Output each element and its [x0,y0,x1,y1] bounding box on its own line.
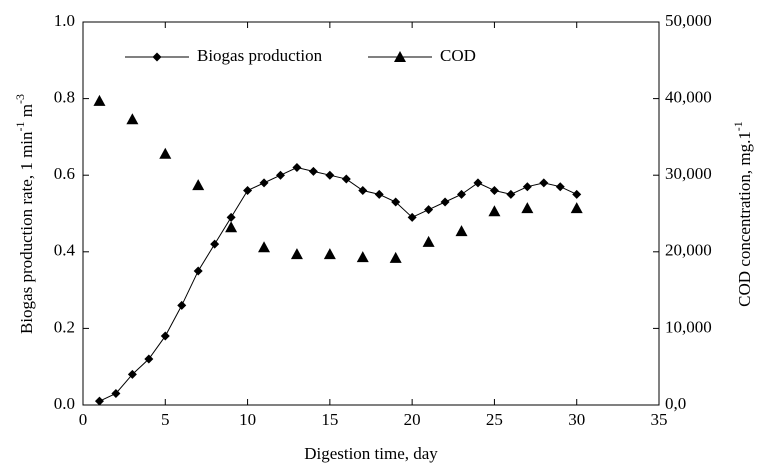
diamond-marker [259,178,269,188]
triangle-marker [488,205,501,217]
diamond-marker [292,163,302,173]
y2-tick-label: 10,000 [665,317,712,336]
triangle-marker [422,235,435,247]
triangle-marker [389,251,402,263]
x-tick-label: 15 [321,410,338,429]
triangle-marker [93,94,106,106]
diamond-marker [160,331,170,341]
x-tick-label: 25 [486,410,503,429]
x-tick-label: 30 [568,410,585,429]
y-tick-label: 0.2 [54,317,75,336]
diamond-marker [243,186,253,196]
diamond-marker [177,300,187,310]
y-label-sup: -3 [13,94,27,104]
triangle-marker [159,147,172,159]
y-label-part: m [17,104,36,121]
diamond-marker [506,189,516,199]
diamond-marker [572,189,582,199]
diamond-marker [440,197,450,207]
diamond-marker [111,389,121,399]
triangle-marker [126,113,139,125]
diamond-marker [226,212,236,222]
y-tick-label: 0.0 [54,394,75,413]
diamond-marker [407,212,417,222]
x-tick-label: 20 [404,410,421,429]
legend-marker [152,52,162,62]
diamond-marker [358,186,368,196]
y2-tick-label: 50,000 [665,11,712,30]
y-label-sup: -1 [13,121,27,131]
triangle-marker [192,179,205,191]
triangle-marker [521,202,534,214]
triangle-marker [258,241,271,253]
y-tick-label: 0.6 [54,164,75,183]
diamond-marker [457,189,467,199]
diamond-marker [473,178,483,188]
y2-label-sup: -1 [731,121,745,131]
x-tick-label: 0 [79,410,88,429]
legend-label: COD [440,46,476,65]
plot-frame [82,21,660,406]
triangle-marker [570,202,583,214]
diamond-marker [489,186,499,196]
diamond-marker [374,189,384,199]
y-tick-label: 1.0 [54,11,75,30]
diamond-marker [539,178,549,188]
triangle-marker [455,225,468,237]
y2-tick-label: 20,000 [665,241,712,260]
y2-tick-label: 40,000 [665,88,712,107]
diamond-marker [391,197,401,207]
diamond-marker [555,182,565,192]
triangle-marker [290,248,303,260]
diamond-marker [424,205,434,215]
x-tick-label: 10 [239,410,256,429]
series-line [99,167,577,402]
diamond-marker [522,182,532,192]
y2-tick-label: 0,0 [665,394,686,413]
triangle-marker [225,221,238,233]
diamond-marker [210,239,220,249]
y2-axis-label: COD concentration, mg.1-1 [731,121,754,307]
diamond-marker [325,170,335,180]
legend-marker [394,51,406,62]
triangle-marker [356,251,369,263]
y-tick-label: 0.8 [54,88,75,107]
x-tick-label: 35 [651,410,668,429]
y2-tick-label: 30,000 [665,164,712,183]
diamond-marker [127,369,137,379]
diamond-marker [144,354,154,364]
diamond-marker [94,396,104,406]
diamond-marker [341,174,351,184]
x-tick-label: 5 [161,410,170,429]
y-axis-label: Biogas production rate, 1 min-1 m-3 [13,94,36,334]
y-label-part: Biogas production rate, 1 min [17,131,36,334]
diamond-marker [308,166,318,176]
diamond-marker [193,266,203,276]
y2-label-part: COD concentration, mg.1 [735,131,754,307]
legend-label: Biogas production [197,46,323,65]
y-tick-label: 0.4 [54,241,76,260]
diamond-marker [275,170,285,180]
triangle-marker [323,248,336,260]
x-axis-label: Digestion time, day [304,444,438,463]
